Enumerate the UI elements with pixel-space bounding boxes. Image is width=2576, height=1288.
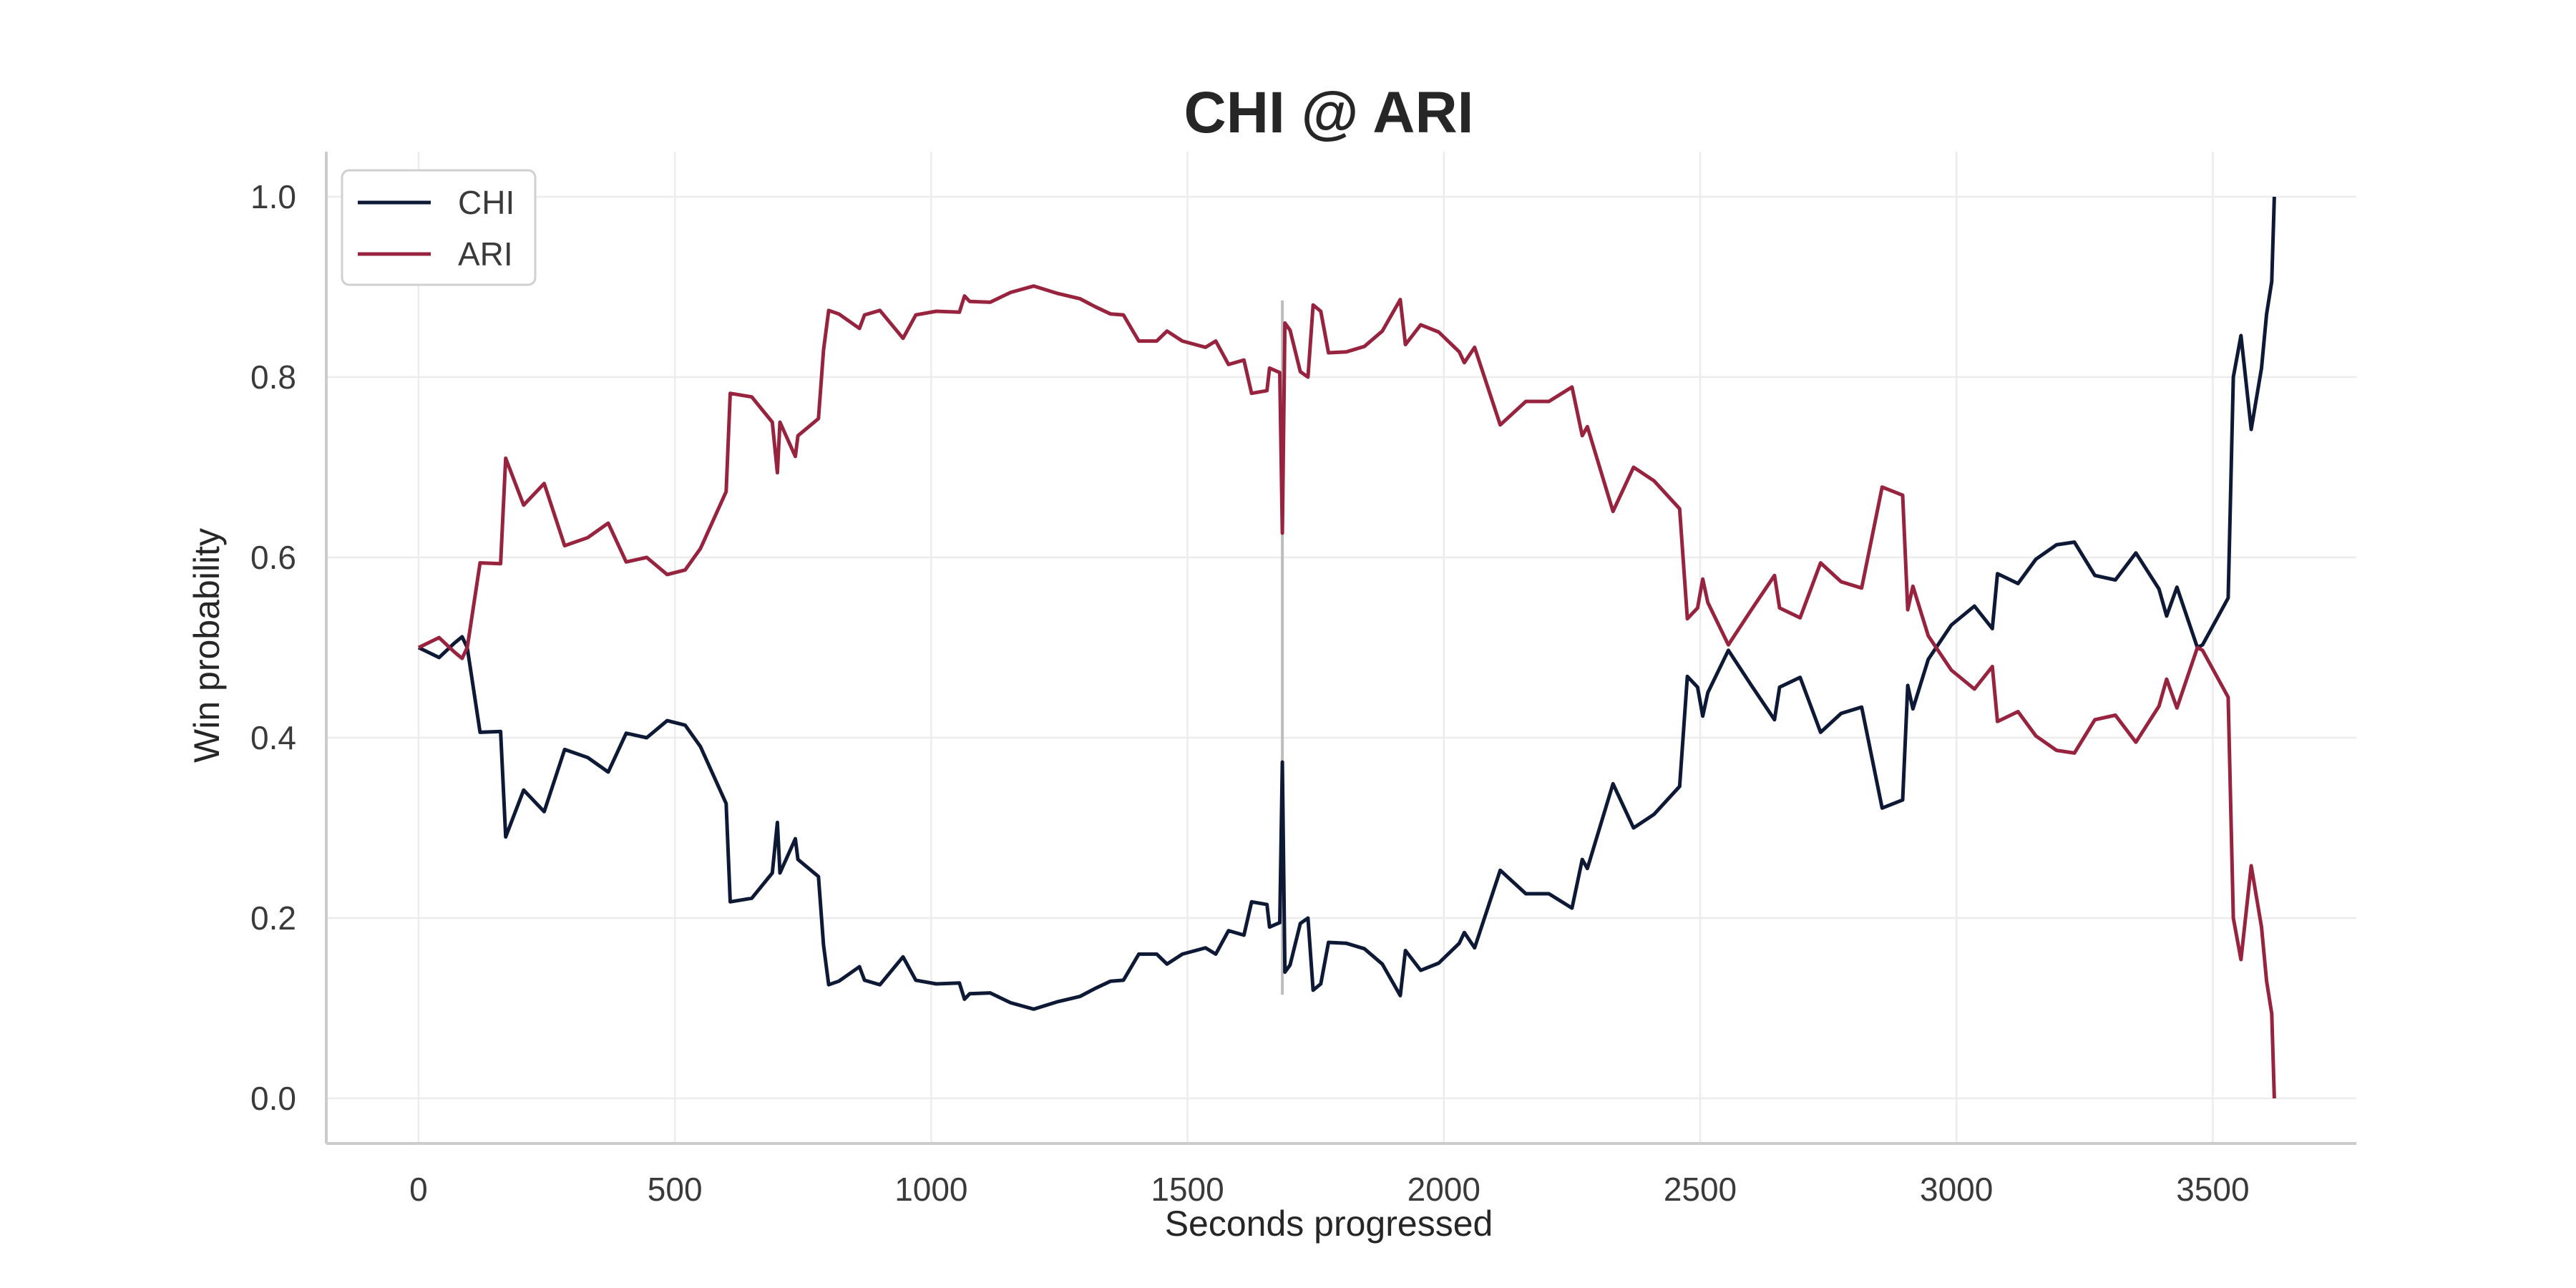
x-axis-label: Seconds progressed [1165,1204,1493,1244]
y-tick-label: 0.6 [250,539,296,576]
legend: CHI ARI [341,169,537,286]
x-tick-label: 0 [409,1171,428,1208]
y-tick-label: 0.2 [250,899,296,937]
series-line-chi [417,196,2276,1011]
grid [326,152,2356,1143]
x-tick-label: 2500 [1664,1171,1737,1208]
axes: 0 500 1000 1500 2000 2500 3000 3500 0.0 0.2 0.4 0.6… [250,152,2356,1208]
y-axis-label: Win probability [187,528,227,763]
legend-label-ari: ARI [458,235,513,273]
x-tick-label: 2000 [1407,1171,1480,1208]
x-tick-label: 3000 [1920,1171,1993,1208]
chart-title: CHI @ ARI [1184,80,1474,145]
series-line-ari [417,284,2276,1099]
y-tick-label: 0.8 [250,358,296,396]
legend-box [341,169,537,286]
x-tick-label: 1500 [1151,1171,1224,1208]
x-tick-label: 500 [648,1171,703,1208]
y-tick-label: 0.0 [250,1080,296,1117]
series-layer [417,196,2276,1099]
legend-label-chi: CHI [458,184,514,221]
y-tick-label: 1.0 [250,178,296,215]
x-tick-label: 3500 [2176,1171,2249,1208]
x-tick-label: 1000 [894,1171,967,1208]
y-tick-label: 0.4 [250,719,296,756]
